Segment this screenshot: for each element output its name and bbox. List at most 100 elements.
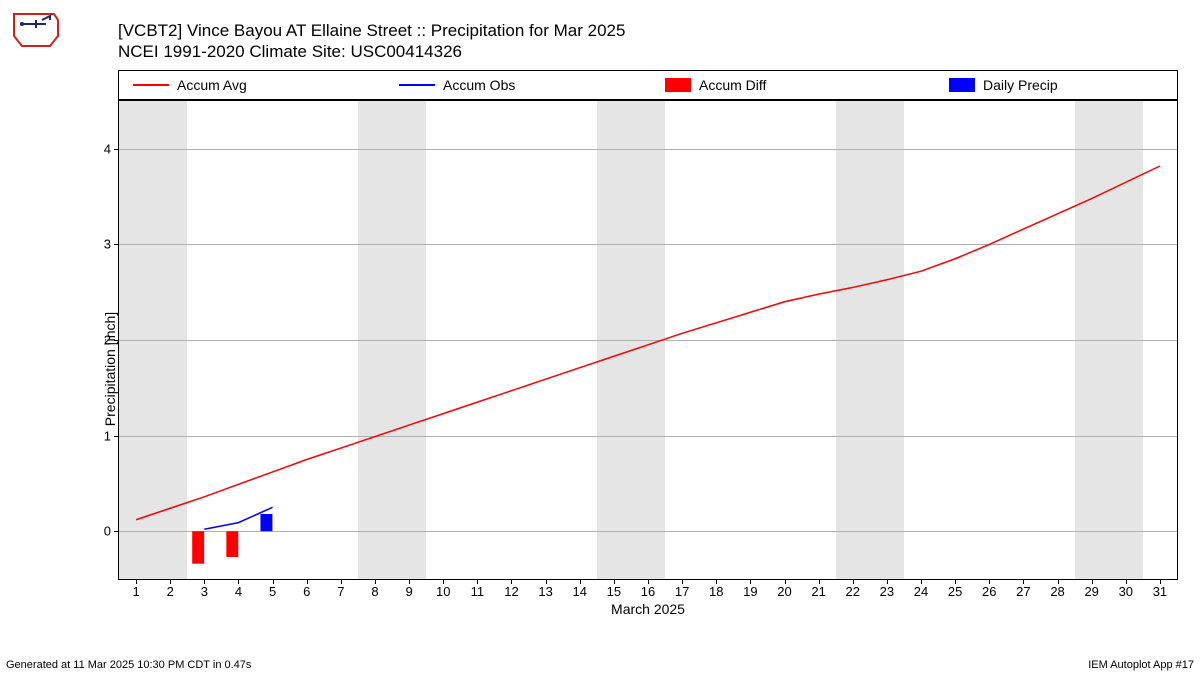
plot-svg <box>119 101 1177 579</box>
x-tick-mark <box>273 579 274 584</box>
x-tick-label: 4 <box>235 584 242 599</box>
bar <box>226 531 238 557</box>
y-tick-label: 4 <box>89 141 111 156</box>
x-tick-label: 8 <box>371 584 378 599</box>
x-tick-label: 6 <box>303 584 310 599</box>
x-tick-mark <box>443 579 444 584</box>
footer-generated: Generated at 11 Mar 2025 10:30 PM CDT in… <box>6 659 251 671</box>
x-tick-label: 26 <box>982 584 996 599</box>
x-tick-label: 13 <box>538 584 552 599</box>
x-tick-label: 25 <box>948 584 962 599</box>
y-tick-label: 0 <box>89 524 111 539</box>
x-tick-mark <box>887 579 888 584</box>
x-tick-label: 16 <box>641 584 655 599</box>
x-tick-mark <box>648 579 649 584</box>
y-tick-label: 2 <box>89 333 111 348</box>
legend-label: Accum Obs <box>443 77 515 93</box>
legend-item: Accum Avg <box>133 77 247 93</box>
x-tick-mark <box>307 579 308 584</box>
x-tick-mark <box>989 579 990 584</box>
x-tick-label: 12 <box>504 584 518 599</box>
x-tick-mark <box>511 579 512 584</box>
x-tick-label: 2 <box>167 584 174 599</box>
x-tick-mark <box>614 579 615 584</box>
title-line1: [VCBT2] Vince Bayou AT Ellaine Street ::… <box>118 20 625 41</box>
x-tick-label: 21 <box>811 584 825 599</box>
x-tick-label: 5 <box>269 584 276 599</box>
legend-item: Daily Precip <box>949 77 1058 93</box>
x-tick-label: 7 <box>337 584 344 599</box>
plot-box: Precipitation [inch] March 2025 01234123… <box>118 100 1178 580</box>
x-tick-label: 27 <box>1016 584 1030 599</box>
x-tick-mark <box>1023 579 1024 584</box>
y-tick-label: 1 <box>89 428 111 443</box>
x-tick-label: 19 <box>743 584 757 599</box>
chart-area: Accum Avg Accum Obs Accum Diff Daily Precip… <box>118 70 1178 615</box>
x-tick-mark <box>1160 579 1161 584</box>
legend-label: Daily Precip <box>983 77 1058 93</box>
x-tick-label: 10 <box>436 584 450 599</box>
legend-label: Accum Diff <box>699 77 766 93</box>
title-line2: NCEI 1991-2020 Climate Site: USC00414326 <box>118 41 625 62</box>
y-tick-mark <box>114 244 119 245</box>
y-axis-label: Precipitation [inch] <box>102 312 118 426</box>
legend-item: Accum Obs <box>399 77 515 93</box>
x-tick-label: 23 <box>880 584 894 599</box>
x-tick-mark <box>921 579 922 584</box>
y-tick-mark <box>114 149 119 150</box>
x-tick-mark <box>409 579 410 584</box>
x-tick-label: 3 <box>201 584 208 599</box>
legend-swatch-rect <box>665 78 691 92</box>
x-tick-label: 14 <box>573 584 587 599</box>
x-tick-mark <box>1058 579 1059 584</box>
x-axis-label: March 2025 <box>119 601 1177 617</box>
y-tick-label: 3 <box>89 237 111 252</box>
x-tick-label: 17 <box>675 584 689 599</box>
x-tick-label: 24 <box>914 584 928 599</box>
x-tick-mark <box>170 579 171 584</box>
x-tick-label: 18 <box>709 584 723 599</box>
x-tick-label: 30 <box>1119 584 1133 599</box>
y-tick-mark <box>114 436 119 437</box>
line-series <box>136 166 1160 520</box>
iem-logo <box>6 6 66 51</box>
x-tick-label: 22 <box>846 584 860 599</box>
x-tick-mark <box>750 579 751 584</box>
x-tick-mark <box>136 579 137 584</box>
x-tick-mark <box>477 579 478 584</box>
chart-title: [VCBT2] Vince Bayou AT Ellaine Street ::… <box>118 20 625 63</box>
x-tick-mark <box>819 579 820 584</box>
x-tick-label: 29 <box>1084 584 1098 599</box>
bar <box>192 531 204 564</box>
x-tick-label: 1 <box>132 584 139 599</box>
bar <box>260 514 272 531</box>
x-tick-mark <box>955 579 956 584</box>
legend-swatch-rect <box>949 78 975 92</box>
x-tick-mark <box>785 579 786 584</box>
x-tick-label: 20 <box>777 584 791 599</box>
x-tick-mark <box>1092 579 1093 584</box>
x-tick-label: 28 <box>1050 584 1064 599</box>
legend-item: Accum Diff <box>665 77 766 93</box>
x-tick-mark <box>853 579 854 584</box>
x-tick-mark <box>580 579 581 584</box>
x-tick-mark <box>375 579 376 584</box>
footer-app: IEM Autoplot App #17 <box>1088 659 1194 671</box>
x-tick-label: 15 <box>607 584 621 599</box>
x-tick-mark <box>238 579 239 584</box>
x-tick-label: 9 <box>405 584 412 599</box>
x-tick-label: 11 <box>471 584 485 599</box>
y-tick-mark <box>114 340 119 341</box>
legend: Accum Avg Accum Obs Accum Diff Daily Precip <box>118 70 1178 100</box>
x-tick-mark <box>341 579 342 584</box>
x-tick-mark <box>1126 579 1127 584</box>
legend-swatch-line <box>399 84 435 86</box>
legend-swatch-line <box>133 84 169 86</box>
x-tick-mark <box>204 579 205 584</box>
x-tick-label: 31 <box>1153 584 1167 599</box>
y-tick-mark <box>114 531 119 532</box>
x-tick-mark <box>682 579 683 584</box>
legend-label: Accum Avg <box>177 77 247 93</box>
x-tick-mark <box>546 579 547 584</box>
x-tick-mark <box>716 579 717 584</box>
